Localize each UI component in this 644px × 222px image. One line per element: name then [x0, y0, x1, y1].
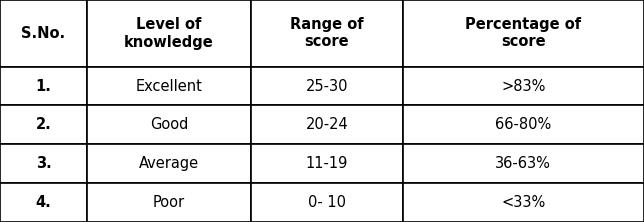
Bar	[87, 144, 251, 183]
Bar	[0, 67, 87, 105]
Text: Range of
score: Range of score	[290, 17, 364, 50]
Text: 36-63%: 36-63%	[495, 156, 551, 171]
Bar	[251, 0, 402, 67]
Text: Excellent: Excellent	[136, 79, 202, 93]
Text: Good: Good	[150, 117, 188, 132]
Text: <33%: <33%	[501, 195, 545, 210]
Bar	[251, 144, 402, 183]
Bar	[87, 105, 251, 144]
Bar	[0, 183, 87, 222]
Text: 2.: 2.	[35, 117, 52, 132]
Bar	[251, 67, 402, 105]
Bar	[87, 183, 251, 222]
Bar	[87, 0, 251, 67]
Text: 0- 10: 0- 10	[308, 195, 346, 210]
Bar	[0, 144, 87, 183]
Bar	[251, 183, 402, 222]
Text: Percentage of
score: Percentage of score	[465, 17, 582, 50]
Text: Poor: Poor	[153, 195, 185, 210]
Bar	[402, 67, 644, 105]
Text: 25-30: 25-30	[306, 79, 348, 93]
Text: Average: Average	[139, 156, 199, 171]
Text: 11-19: 11-19	[306, 156, 348, 171]
Text: 3.: 3.	[35, 156, 52, 171]
Bar	[0, 0, 87, 67]
Text: 66-80%: 66-80%	[495, 117, 551, 132]
Bar	[402, 0, 644, 67]
Text: 20-24: 20-24	[305, 117, 348, 132]
Bar	[251, 105, 402, 144]
Bar	[87, 67, 251, 105]
Bar	[0, 105, 87, 144]
Bar	[402, 183, 644, 222]
Text: >83%: >83%	[501, 79, 545, 93]
Bar	[402, 144, 644, 183]
Text: 4.: 4.	[35, 195, 52, 210]
Text: 1.: 1.	[35, 79, 52, 93]
Text: Level of
knowledge: Level of knowledge	[124, 17, 214, 50]
Text: S.No.: S.No.	[21, 26, 66, 41]
Bar	[402, 105, 644, 144]
